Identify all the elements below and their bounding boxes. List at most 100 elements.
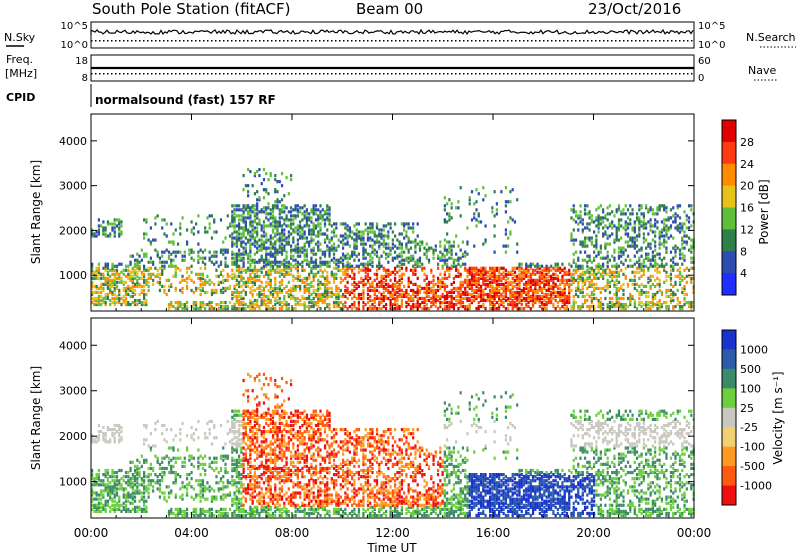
power-cell (613, 258, 616, 262)
power-cell (131, 266, 134, 270)
power-cell (249, 206, 252, 210)
power-cell (678, 250, 682, 254)
power-cell (145, 232, 148, 236)
power-cell (278, 260, 281, 264)
nave-point (219, 73, 221, 75)
power-cell (631, 226, 634, 230)
power-cell (391, 242, 394, 246)
power-cell (106, 272, 110, 276)
power-cell (380, 296, 383, 301)
power-cell (608, 258, 612, 262)
power-cell (491, 288, 494, 293)
power-cell (346, 256, 349, 260)
power-cell (102, 288, 105, 293)
power-cell (332, 300, 336, 305)
power-cell (556, 274, 560, 278)
power-cell (678, 248, 682, 252)
power-cell (642, 236, 645, 240)
power-cell (228, 222, 232, 226)
nave-point (483, 73, 485, 75)
power-cell (495, 294, 498, 299)
power-cell (165, 248, 168, 252)
power-cell (500, 266, 503, 270)
power-cell (561, 288, 564, 293)
power-cell (507, 296, 510, 301)
power-cell (256, 278, 259, 282)
power-cell (394, 292, 397, 297)
power-cell (317, 244, 320, 248)
power-cell (319, 298, 322, 303)
power-cell (267, 202, 270, 206)
power-cell (136, 274, 139, 278)
power-cell (663, 206, 666, 210)
power-cell (353, 252, 356, 256)
noise-frame (90, 21, 695, 49)
power-cell (335, 296, 338, 301)
power-cell (545, 272, 548, 276)
power-cell (574, 262, 578, 266)
power-cell (577, 304, 580, 309)
power-cell (353, 288, 356, 293)
nsearch-point (311, 40, 313, 42)
power-cell (604, 224, 607, 228)
power-cell (326, 296, 329, 301)
nave-point (415, 73, 417, 75)
power-cell (195, 288, 198, 293)
power-cell (423, 286, 426, 291)
power-cell (305, 282, 309, 286)
power-cell (448, 246, 451, 250)
power-cell (509, 230, 512, 234)
power-cell (495, 290, 498, 295)
power-cell (299, 302, 302, 307)
power-cell (303, 290, 306, 295)
power-cell (106, 294, 110, 299)
power-cell (403, 292, 406, 297)
power-cell (482, 276, 485, 280)
power-cell (407, 226, 410, 230)
power-cell (249, 300, 252, 305)
power-cell (608, 296, 612, 301)
power-cell (247, 268, 250, 272)
power-cell (181, 254, 184, 258)
power-cell (299, 274, 302, 278)
power-cell (265, 280, 268, 284)
power-cell (654, 240, 657, 244)
power-cell (559, 290, 562, 295)
power-cell (183, 254, 186, 258)
power-cell (280, 304, 284, 309)
power-cell (312, 284, 315, 289)
power-cell (364, 242, 367, 246)
power-cell (590, 240, 593, 244)
power-cell (113, 274, 116, 278)
power-cell (104, 262, 107, 266)
power-cell (495, 268, 498, 272)
power-cell (384, 234, 388, 238)
power-cell (303, 230, 306, 234)
power-cell (617, 228, 621, 232)
velocity-cell (102, 473, 105, 477)
power-cell (278, 210, 281, 214)
power-cell (271, 304, 275, 309)
power-cell (326, 278, 329, 282)
cpid-value: normalsound (fast) 157 RF (95, 93, 276, 107)
power-cell (323, 222, 327, 226)
power-cell (629, 204, 632, 208)
power-cell (104, 266, 107, 270)
power-cell (269, 236, 272, 240)
power-cell (115, 280, 119, 284)
power-cell (242, 302, 245, 307)
nsearch-label: N.Search (746, 31, 796, 44)
power-cell (500, 272, 503, 276)
power-cell (265, 224, 268, 228)
power-cell (269, 300, 272, 305)
power-cell (482, 282, 485, 286)
power-cell (457, 256, 460, 260)
power-cell (289, 248, 293, 252)
power-cell (373, 242, 376, 246)
power-cell (536, 280, 539, 284)
power-cell (412, 254, 415, 258)
power-cell (468, 292, 471, 297)
nave-point (667, 73, 669, 75)
power-cell (278, 222, 281, 226)
power-cell (348, 304, 351, 309)
